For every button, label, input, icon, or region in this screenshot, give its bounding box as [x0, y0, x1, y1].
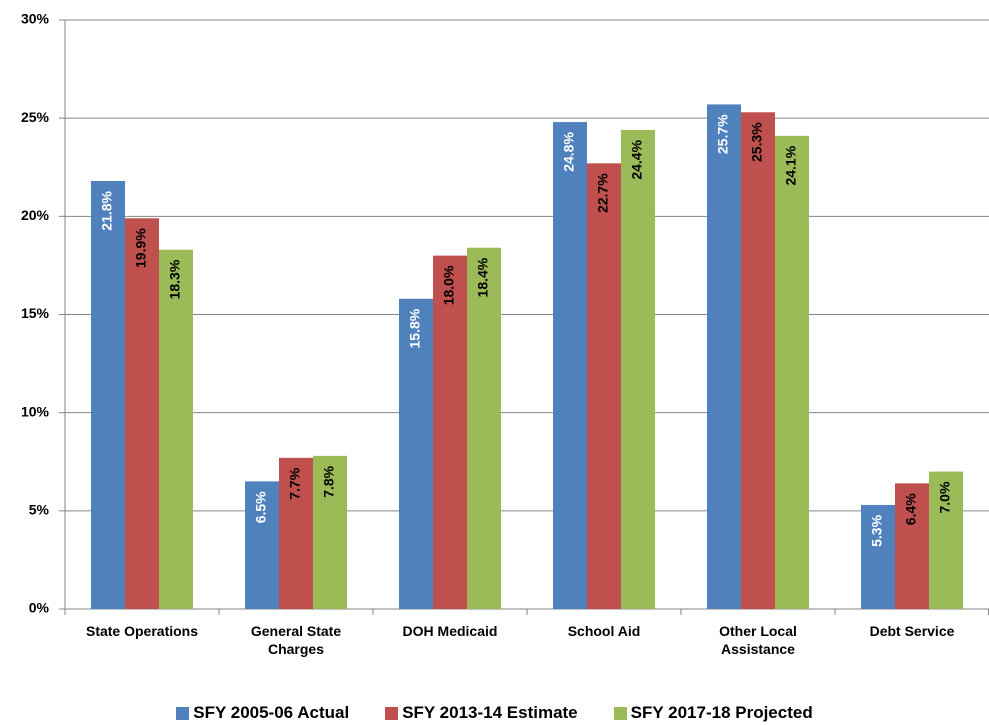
x-tick-label: DOH Medicaid	[402, 623, 498, 639]
bar	[125, 218, 159, 609]
x-tick-label: Debt Service	[869, 623, 955, 639]
bar	[313, 455, 347, 609]
data-label: 19.9%	[133, 228, 149, 268]
x-tick-label: Other Local Assistance	[719, 623, 797, 657]
y-tick-label: 10%	[21, 403, 50, 419]
x-tick-label: General State Charges	[250, 623, 342, 657]
y-tick-label: 15%	[21, 305, 50, 321]
data-label: 24.4%	[629, 139, 645, 179]
legend-label: SFY 2017-18 Projected	[630, 703, 813, 722]
legend-item: SFY 2005-06 Actual	[176, 703, 349, 723]
data-label: 18.4%	[475, 257, 491, 297]
bar	[433, 255, 467, 609]
y-tick-label: 30%	[21, 11, 50, 27]
legend-swatch	[385, 706, 399, 720]
bar	[467, 247, 501, 609]
bar	[553, 122, 587, 610]
legend-label: SFY 2013-14 Estimate	[402, 703, 578, 722]
bar	[587, 163, 621, 609]
data-label: 7.0%	[937, 481, 953, 513]
legend: SFY 2005-06 Actual SFY 2013-14 Estimate SF…	[0, 703, 989, 723]
bar	[741, 112, 775, 609]
bar	[621, 129, 655, 610]
data-label: 25.7%	[715, 114, 731, 154]
bar	[159, 249, 193, 609]
bar	[775, 135, 809, 609]
legend-item: SFY 2017-18 Projected	[613, 703, 813, 723]
data-label: 5.3%	[869, 514, 885, 546]
y-tick-label: 5%	[29, 502, 50, 518]
y-tick-label: 20%	[21, 207, 50, 223]
legend-label: SFY 2005-06 Actual	[193, 703, 350, 722]
data-label: 7.8%	[321, 465, 337, 497]
data-label: 22.7%	[595, 173, 611, 213]
bar	[895, 483, 929, 609]
x-tick-label: School Aid	[567, 623, 641, 639]
legend-swatch	[613, 706, 627, 720]
data-label: 6.5%	[253, 491, 269, 523]
bar	[861, 504, 895, 609]
data-label: 18.3%	[167, 259, 183, 299]
y-tick-label: 25%	[21, 109, 50, 125]
data-label: 21.8%	[99, 190, 115, 230]
y-tick-label: 0%	[29, 600, 50, 616]
bar	[707, 104, 741, 609]
data-label: 15.8%	[407, 308, 423, 348]
bar	[279, 457, 313, 609]
bar	[929, 471, 963, 609]
legend-swatch	[176, 706, 190, 720]
data-label: 7.7%	[287, 467, 303, 499]
bar	[91, 180, 125, 609]
data-label: 25.3%	[749, 122, 765, 162]
legend-item: SFY 2013-14 Estimate	[385, 703, 578, 723]
bar	[399, 298, 433, 609]
data-label: 24.8%	[561, 132, 577, 172]
data-label: 6.4%	[903, 493, 919, 525]
data-label: 24.1%	[783, 145, 799, 185]
x-tick-label: State Operations	[85, 623, 199, 639]
data-label: 18.0%	[441, 265, 457, 305]
bar	[245, 481, 279, 609]
